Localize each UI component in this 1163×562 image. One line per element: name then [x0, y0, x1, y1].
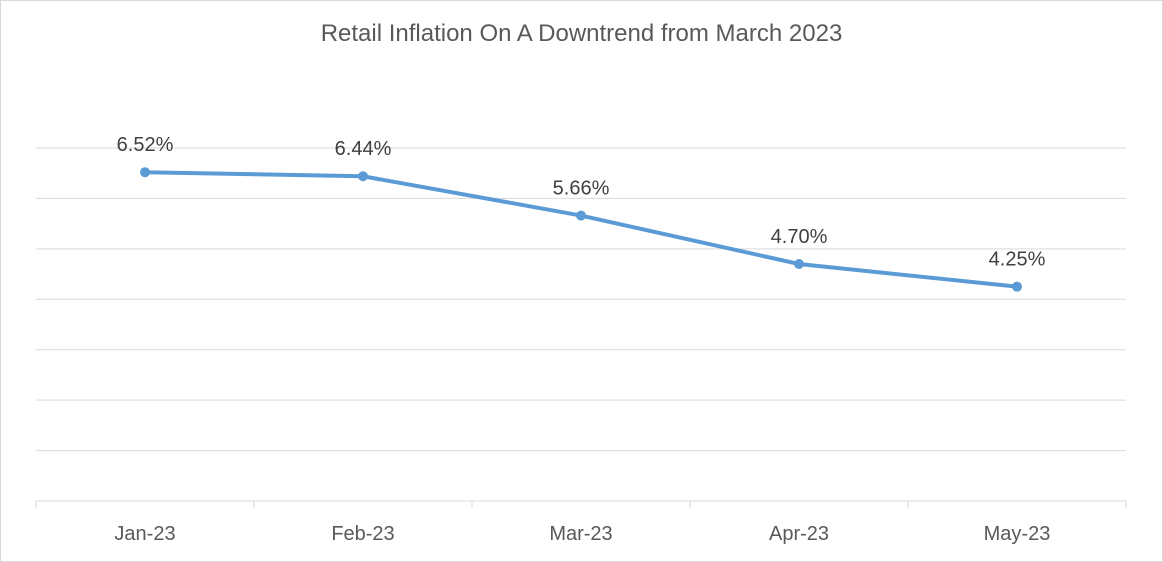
series-line-group — [140, 167, 1022, 292]
chart-title: Retail Inflation On A Downtrend from Mar… — [320, 20, 843, 47]
data-label: 4.25% — [989, 249, 1046, 271]
x-tick-label: May-23 — [984, 523, 1051, 545]
gridlines — [36, 147, 1126, 452]
data-labels: 6.52% 6.44% 5.66% 4.70% 4.25% — [117, 134, 1046, 270]
data-label: 5.66% — [553, 178, 610, 200]
x-axis: Jan-23 Feb-23 Mar-23 Apr-23 May-23 — [35, 500, 1127, 545]
x-tick-label: Mar-23 — [549, 523, 612, 545]
data-point — [794, 258, 804, 269]
x-tick-label: Apr-23 — [769, 523, 829, 545]
data-point — [140, 167, 150, 178]
x-tick-label: Jan-23 — [114, 523, 175, 545]
data-label: 6.44% — [335, 138, 392, 160]
data-point — [1012, 281, 1022, 292]
data-point — [358, 171, 368, 182]
data-point — [576, 210, 586, 221]
data-label: 4.70% — [771, 226, 828, 248]
data-label: 6.52% — [117, 134, 174, 156]
x-tick-label: Feb-23 — [331, 523, 394, 545]
